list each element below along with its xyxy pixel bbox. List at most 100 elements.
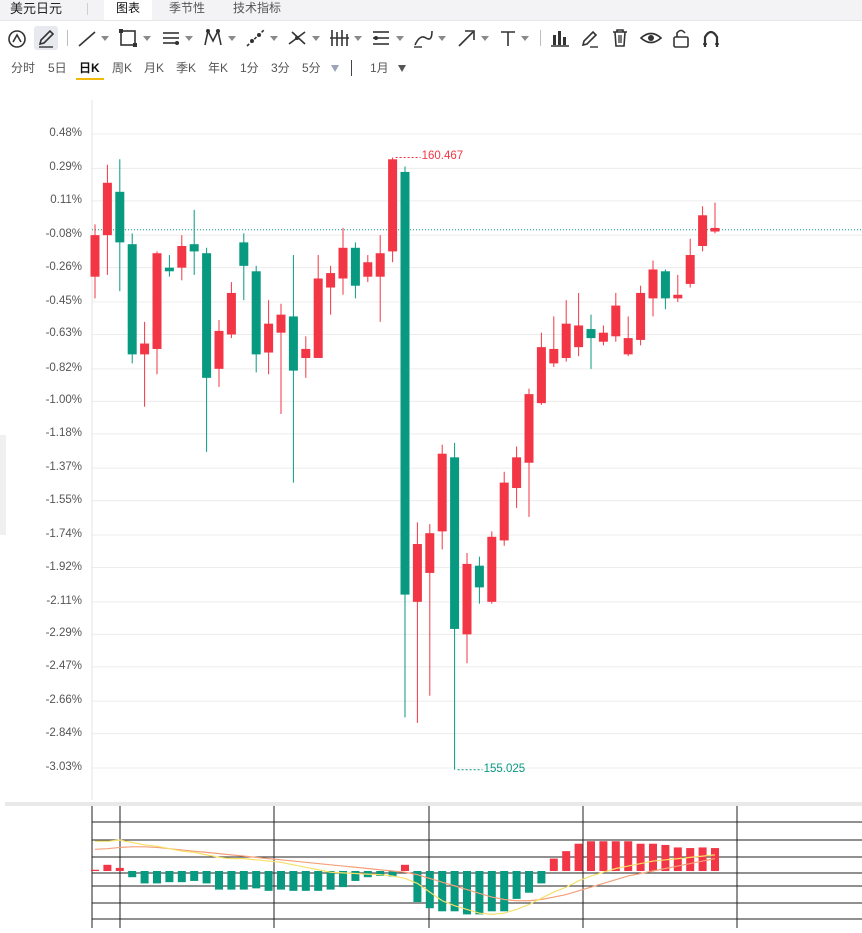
- tab-chart[interactable]: 图表: [104, 0, 152, 20]
- side-panel-handle[interactable]: [0, 435, 6, 535]
- trend-line-icon[interactable]: [76, 26, 98, 50]
- candle-body: [636, 292, 646, 340]
- candle-body: [264, 323, 274, 353]
- title-divider: [87, 3, 88, 15]
- chevron-down-icon[interactable]: [438, 36, 446, 41]
- period-daily-k[interactable]: 日K: [79, 61, 100, 75]
- candle-body: [375, 253, 385, 277]
- chevron-down-icon[interactable]: [312, 36, 320, 41]
- macd-histogram-bar: [624, 841, 633, 871]
- bars-icon[interactable]: [328, 26, 350, 50]
- chevron-down-icon[interactable]: [396, 36, 404, 41]
- price-axis-tick-label: -0.82%: [45, 361, 82, 374]
- candle-body: [338, 247, 348, 279]
- chevron-down-icon[interactable]: [270, 36, 278, 41]
- price-axis-tick-label: -3.03%: [45, 761, 82, 773]
- fib-icon[interactable]: [370, 26, 392, 50]
- fork-icon[interactable]: [286, 26, 308, 50]
- arrow-icon[interactable]: [455, 26, 477, 50]
- candle-body: [152, 253, 162, 349]
- chevron-down-icon[interactable]: [101, 36, 109, 41]
- brush-icon[interactable]: [412, 26, 434, 50]
- chevron-down-icon[interactable]: [521, 36, 529, 41]
- period-intraday[interactable]: 分时: [11, 61, 36, 75]
- macd-histogram-bar: [227, 871, 236, 890]
- price-axis-tick-label: -2.66%: [45, 694, 82, 707]
- chart-type-icon[interactable]: [549, 26, 571, 50]
- price-axis-tick-label: -1.74%: [45, 527, 82, 540]
- candle-body: [388, 159, 398, 252]
- macd-histogram-bar: [401, 864, 409, 871]
- toolbar-divider: [67, 30, 68, 46]
- candle-body: [251, 271, 261, 355]
- macd-histogram-bar: [636, 843, 645, 871]
- period-1-min[interactable]: 1分: [240, 61, 259, 75]
- chevron-down-icon[interactable]: [354, 36, 362, 41]
- toolbar-divider: [540, 30, 541, 46]
- macd-histogram-bar: [599, 841, 608, 871]
- candle-body: [673, 294, 683, 299]
- candle-body: [598, 332, 608, 342]
- candle-body: [487, 536, 497, 602]
- edit-icon[interactable]: [579, 26, 601, 50]
- macd-histogram-bar: [128, 871, 137, 878]
- candle-body: [412, 544, 422, 602]
- macd-histogram-bar: [376, 871, 385, 876]
- macd-histogram-bar: [91, 869, 99, 871]
- candle-body: [512, 457, 522, 489]
- ray-icon[interactable]: [244, 26, 266, 50]
- chevron-down-icon[interactable]: [185, 36, 193, 41]
- chevron-down-icon[interactable]: [481, 36, 489, 41]
- pencil-icon[interactable]: [34, 26, 58, 50]
- eye-icon[interactable]: [639, 26, 663, 50]
- chevron-down-icon[interactable]: [143, 36, 151, 41]
- tab-technical-indicators[interactable]: 技术指标: [232, 1, 281, 15]
- candle-body: [363, 262, 373, 277]
- macd-histogram-bar: [103, 864, 112, 871]
- macd-histogram-bar: [388, 871, 397, 877]
- candle-body: [474, 565, 484, 588]
- macd-histogram-bar: [326, 871, 335, 890]
- lock-icon[interactable]: [670, 26, 692, 50]
- period-quarterly-k[interactable]: 季K: [176, 61, 197, 75]
- range-select[interactable]: 1月: [370, 61, 389, 75]
- candle-body: [524, 394, 534, 463]
- chevron-down-icon[interactable]: [398, 65, 406, 72]
- candle-body: [561, 323, 571, 358]
- macd-histogram-bar: [289, 871, 298, 891]
- magnet-icon[interactable]: [700, 26, 722, 50]
- period-monthly-k[interactable]: 月K: [144, 61, 165, 75]
- macd-histogram-bar: [525, 871, 533, 893]
- chevron-down-icon[interactable]: [331, 65, 339, 72]
- period-weekly-k[interactable]: 周K: [112, 61, 133, 75]
- pattern-icon[interactable]: [202, 26, 224, 50]
- macd-histogram-bar: [425, 871, 434, 909]
- delete-icon[interactable]: [609, 26, 631, 50]
- candle-body: [177, 245, 187, 268]
- text-icon[interactable]: [497, 26, 519, 50]
- macd-histogram-bar: [339, 871, 347, 888]
- candle-body: [115, 191, 125, 243]
- candle-body: [189, 244, 199, 252]
- period-yearly-k[interactable]: 年K: [208, 61, 229, 75]
- price-axis-tick-label: -1.00%: [45, 394, 82, 407]
- price-axis-tick-label: -2.11%: [46, 594, 82, 607]
- price-axis-tick-label: -0.63%: [45, 327, 82, 340]
- period-5-min[interactable]: 5分: [302, 61, 321, 75]
- period-3-min[interactable]: 3分: [271, 61, 290, 75]
- candle-body: [202, 253, 212, 378]
- parallel-lines-icon[interactable]: [160, 26, 182, 50]
- rectangle-icon[interactable]: [117, 26, 139, 50]
- tab-seasonality[interactable]: 季节性: [168, 1, 205, 15]
- period-5-day[interactable]: 5日: [48, 61, 67, 75]
- macd-histogram-bar: [301, 871, 310, 891]
- candle-body: [698, 215, 708, 246]
- macd-histogram-bar: [363, 871, 372, 878]
- reset-view-icon[interactable]: [6, 26, 28, 50]
- price-axis-tick-label: -1.37%: [45, 461, 82, 474]
- price-axis-tick-label: 0.29%: [49, 161, 82, 174]
- price-axis-tick-label: -2.29%: [45, 627, 82, 640]
- chevron-down-icon[interactable]: [228, 36, 236, 41]
- drawing-toolbar: [0, 22, 862, 54]
